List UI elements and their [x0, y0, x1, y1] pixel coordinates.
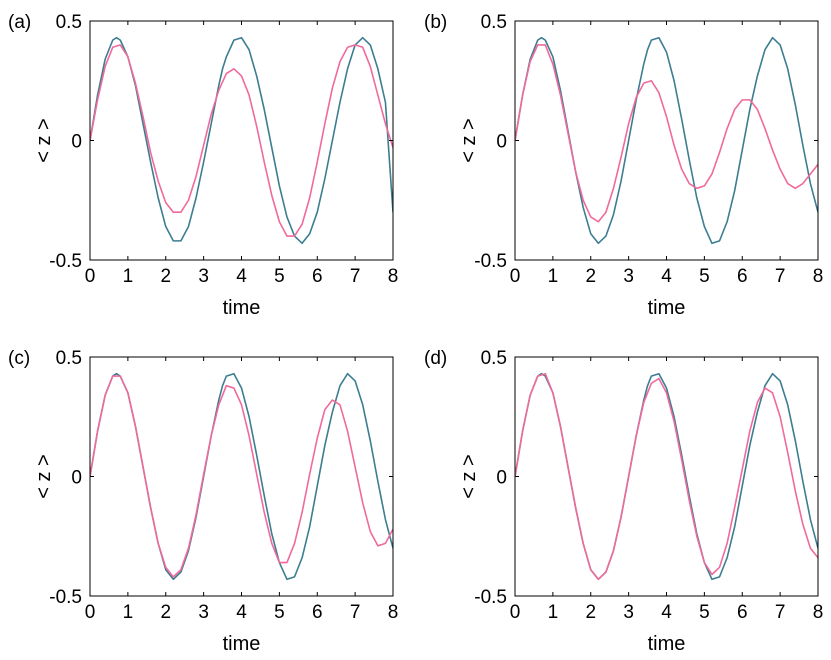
y-tick-label: 0.5: [481, 12, 507, 33]
y-tick-label: 0: [496, 132, 507, 153]
x-tick-label: 4: [236, 266, 247, 287]
y-tick-label: 0.5: [56, 12, 82, 33]
series-comparison-line: [515, 44, 818, 223]
x-tick-label: 3: [198, 602, 209, 623]
x-tick-label: 6: [312, 266, 323, 287]
y-tick-label: -0.5: [49, 587, 82, 608]
x-tick-label: 3: [198, 266, 209, 287]
y-axis-label: < z >: [458, 118, 480, 162]
series-reference-line: [515, 372, 818, 581]
x-tick-label: 8: [813, 266, 824, 287]
y-axis-label: < z >: [33, 454, 55, 498]
x-tick-label: 1: [123, 266, 134, 287]
x-tick-label: 2: [585, 266, 596, 287]
x-tick-label: 8: [388, 266, 399, 287]
series-comparison-line: [90, 375, 393, 578]
series-comparison-line: [515, 372, 818, 581]
y-tick-label: -0.5: [49, 251, 82, 272]
series-reference-line: [515, 36, 818, 245]
x-axis-label: time: [223, 297, 261, 319]
x-tick-label: 6: [737, 602, 748, 623]
x-tick-label: 4: [661, 266, 672, 287]
series-reference-line: [90, 36, 393, 245]
plot-frame: [514, 20, 819, 261]
x-tick-label: 0: [85, 266, 96, 287]
y-axis-label: < z >: [33, 118, 55, 162]
y-tick-label: 0.5: [56, 348, 82, 369]
series-comparison-line: [90, 44, 393, 237]
x-tick-label: 3: [623, 266, 634, 287]
y-tick-label: 0: [496, 468, 507, 489]
x-tick-label: 5: [274, 602, 285, 623]
x-tick-label: 7: [775, 602, 786, 623]
x-axis-label: time: [223, 633, 261, 655]
x-tick-label: 5: [699, 266, 710, 287]
y-tick-label: 0.5: [481, 348, 507, 369]
x-tick-label: 2: [585, 602, 596, 623]
x-tick-label: 1: [123, 602, 134, 623]
y-tick-label: -0.5: [474, 251, 507, 272]
x-tick-label: 7: [350, 266, 361, 287]
x-tick-label: 6: [737, 266, 748, 287]
x-tick-label: 5: [274, 266, 285, 287]
x-tick-label: 8: [388, 602, 399, 623]
x-axis-label: time: [648, 633, 686, 655]
x-tick-label: 0: [85, 602, 96, 623]
plot-frame: [89, 20, 394, 261]
x-tick-label: 7: [775, 266, 786, 287]
x-tick-label: 0: [510, 266, 521, 287]
plot-frame: [89, 356, 394, 597]
y-tick-label: 0: [71, 468, 82, 489]
panel-label: (b): [424, 12, 447, 33]
x-tick-label: 1: [548, 266, 559, 287]
x-tick-label: 4: [236, 602, 247, 623]
x-tick-label: 2: [160, 602, 171, 623]
x-tick-label: 7: [350, 602, 361, 623]
x-tick-label: 4: [661, 602, 672, 623]
panel-label: (d): [424, 348, 447, 369]
x-axis-label: time: [648, 297, 686, 319]
x-tick-label: 1: [548, 602, 559, 623]
x-tick-label: 5: [699, 602, 710, 623]
x-tick-label: 3: [623, 602, 634, 623]
y-tick-label: -0.5: [474, 587, 507, 608]
y-axis-label: < z >: [458, 454, 480, 498]
y-tick-label: 0: [71, 132, 82, 153]
panel-label: (a): [8, 12, 31, 33]
x-tick-label: 2: [160, 266, 171, 287]
panel-label: (c): [8, 348, 30, 369]
x-tick-label: 6: [312, 602, 323, 623]
x-tick-label: 8: [813, 602, 824, 623]
x-tick-label: 0: [510, 602, 521, 623]
